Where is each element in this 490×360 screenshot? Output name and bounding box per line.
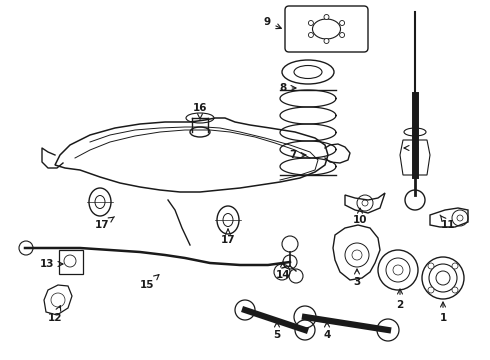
Text: 17: 17 <box>95 217 115 230</box>
Text: 1: 1 <box>440 302 446 323</box>
Circle shape <box>428 263 434 269</box>
Text: 3: 3 <box>353 269 361 287</box>
Text: 6: 6 <box>404 143 418 153</box>
Circle shape <box>340 21 344 26</box>
Circle shape <box>324 39 329 44</box>
Circle shape <box>324 14 329 19</box>
Text: 2: 2 <box>396 289 404 310</box>
Text: 14: 14 <box>276 262 290 280</box>
Text: 10: 10 <box>353 208 367 225</box>
Text: 8: 8 <box>279 83 296 93</box>
Text: 9: 9 <box>264 17 281 29</box>
Circle shape <box>452 263 458 269</box>
Text: 5: 5 <box>273 322 281 340</box>
Text: 15: 15 <box>140 275 159 290</box>
Circle shape <box>308 21 314 26</box>
Circle shape <box>452 287 458 293</box>
Text: 12: 12 <box>48 306 62 323</box>
Text: 13: 13 <box>40 259 63 269</box>
Text: 11: 11 <box>440 215 455 230</box>
Text: 7: 7 <box>289 150 306 160</box>
Text: 17: 17 <box>220 229 235 245</box>
Text: 4: 4 <box>323 322 331 340</box>
Circle shape <box>340 32 344 37</box>
Circle shape <box>308 32 314 37</box>
Circle shape <box>428 287 434 293</box>
Text: 16: 16 <box>193 103 207 119</box>
